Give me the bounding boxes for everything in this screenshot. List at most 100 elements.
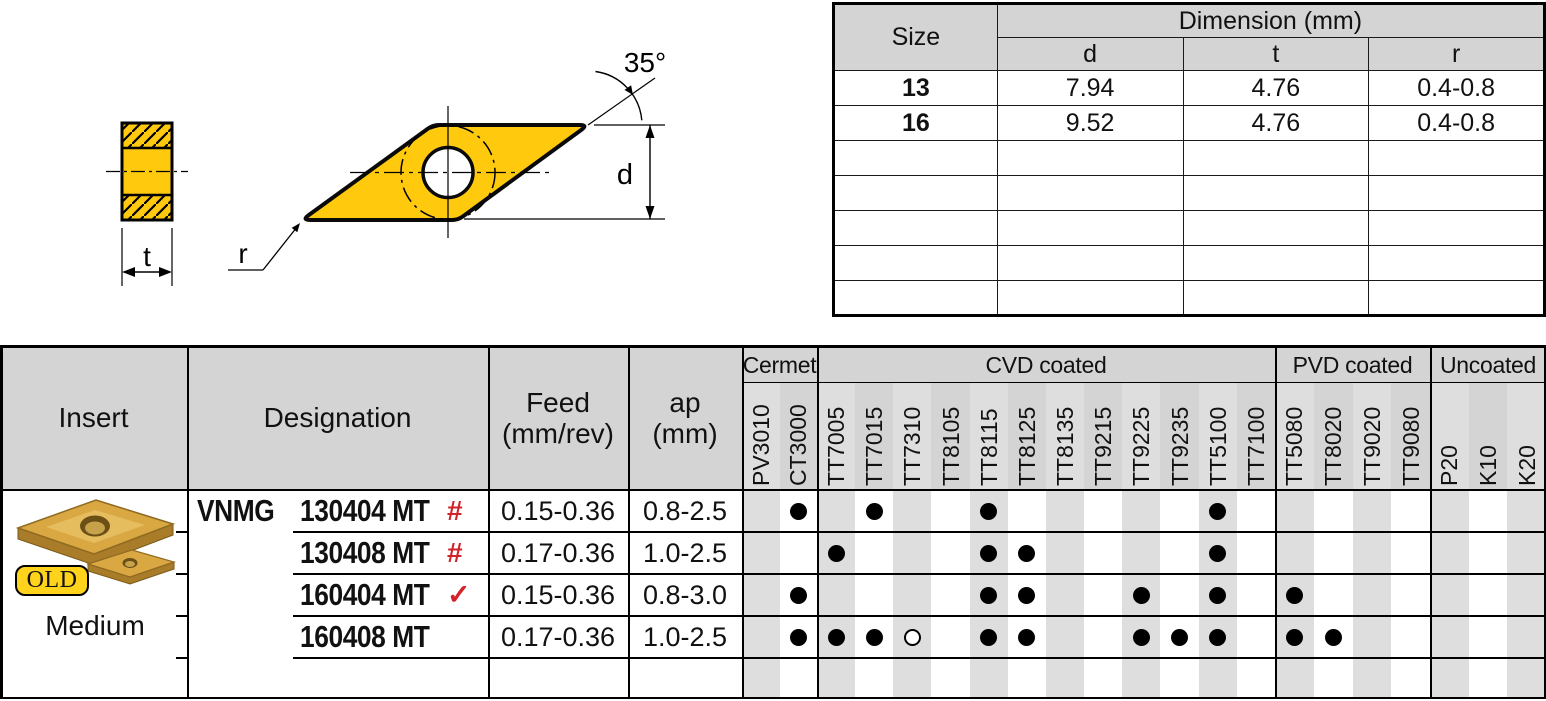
table-line <box>187 345 189 699</box>
table-line <box>176 657 189 659</box>
grade-label: P20 <box>1436 445 1463 486</box>
grade-dot <box>1018 544 1036 562</box>
grade-dot <box>980 502 998 520</box>
designation-marker: ✓ <box>447 579 471 610</box>
grade-dot <box>1132 586 1150 604</box>
grade-label: TT7005 <box>823 406 850 486</box>
col-header-r: r <box>1368 37 1545 71</box>
grade-dot-open <box>903 628 921 646</box>
series-prefix: VNMG <box>197 493 275 528</box>
ap-column-header: ap (mm) <box>652 387 718 449</box>
designation-column-header: Designation <box>263 402 412 433</box>
grade-dot <box>789 628 807 646</box>
table-line <box>742 381 1546 383</box>
table-line <box>1430 345 1432 699</box>
table-line <box>817 345 819 699</box>
designation-marker: # <box>447 495 463 526</box>
grade-dot <box>1209 502 1227 520</box>
grade-label: TT8115 <box>975 408 1002 486</box>
grade-group-header: CVD coated <box>985 352 1107 378</box>
angle-label: 35° <box>624 47 666 78</box>
col-header-d: d <box>996 37 1184 71</box>
grade-label: PV3010 <box>747 404 774 486</box>
grade-column-stripe <box>1430 383 1469 697</box>
table-line <box>742 345 744 699</box>
grade-group-header: Uncoated <box>1439 352 1537 378</box>
feed-value: 0.15-0.36 <box>500 496 616 526</box>
feed-column-header: Feed (mm/rev) <box>502 387 614 449</box>
grade-dot <box>1132 628 1150 646</box>
designation-cell: 130408 MT <box>300 535 430 570</box>
thickness-dim-label: t <box>143 241 151 272</box>
grade-dot <box>1324 628 1342 646</box>
top-view: d 35° r <box>228 47 666 271</box>
grade-dot <box>865 502 883 520</box>
table-line <box>293 657 1546 659</box>
table-line <box>0 345 3 699</box>
dimension-empty-row <box>833 210 1545 246</box>
grade-label: TT5080 <box>1281 406 1308 486</box>
grade-dot <box>980 544 998 562</box>
grade-label: TT9225 <box>1128 406 1155 486</box>
grade-dot <box>1018 628 1036 646</box>
radius-dim-label: r <box>238 238 247 269</box>
feed-value: 0.17-0.36 <box>500 622 616 652</box>
grade-column-stripe <box>1352 383 1392 697</box>
insert-type-label: Medium <box>45 610 145 641</box>
grade-label: TT7015 <box>861 406 888 486</box>
grade-dot <box>1209 628 1227 646</box>
dimension-empty-row <box>833 280 1545 316</box>
grade-label: TT9215 <box>1090 406 1117 486</box>
dimension-group-header: Dimension (mm) <box>996 3 1546 38</box>
designation-cell: 160404 MT <box>300 577 430 612</box>
grade-column-stripe <box>1046 383 1085 697</box>
grade-label: TT8020 <box>1320 406 1347 486</box>
grade-column-stripe <box>742 383 780 697</box>
grade-dot <box>1285 586 1303 604</box>
grade-dot <box>1209 586 1227 604</box>
grade-dot <box>865 628 883 646</box>
table-line <box>0 696 1546 699</box>
grade-dot <box>789 502 807 520</box>
insert-technical-drawing: t d 35° r <box>106 47 666 286</box>
table-line <box>293 531 1546 533</box>
ap-value: 1.0-2.5 <box>642 622 728 652</box>
dimension-row: 13 7.94 4.76 0.4-0.8 <box>833 70 1545 106</box>
dimension-table: Size Dimension (mm) d t r 13 7.94 4.76 0.4-… <box>832 2 1546 317</box>
feed-value: 0.15-0.36 <box>500 580 616 610</box>
grade-column-stripe <box>1507 383 1546 697</box>
table-line <box>0 345 1546 348</box>
grade-label: TT8125 <box>1013 406 1040 486</box>
designation-cell: 160408 MT <box>300 619 430 654</box>
feed-value: 0.17-0.36 <box>500 538 616 568</box>
grade-label: TT8135 <box>1052 406 1079 486</box>
grade-dot <box>1209 544 1227 562</box>
designation-cell: 130404 MT <box>300 493 430 528</box>
designation-marker: # <box>447 537 463 568</box>
grade-label: TT9235 <box>1166 406 1193 486</box>
insert-column-header: Insert <box>58 402 129 433</box>
side-view: t <box>106 121 188 286</box>
grade-group-header: PVD coated <box>1292 352 1413 378</box>
grade-dot <box>980 628 998 646</box>
grade-group-header: Cermet <box>742 352 817 378</box>
table-line <box>293 615 1546 617</box>
dimension-row: 16 9.52 4.76 0.4-0.8 <box>833 105 1545 141</box>
table-line <box>176 573 189 575</box>
grade-label: TT8105 <box>937 406 964 486</box>
table-line <box>176 615 189 617</box>
insert-photo <box>15 499 177 585</box>
grade-label: K10 <box>1475 445 1501 486</box>
table-line <box>1275 345 1277 699</box>
ap-value: 0.8-2.5 <box>642 496 728 526</box>
grade-label: TT5100 <box>1204 406 1231 486</box>
table-line <box>628 345 630 699</box>
ap-value: 0.8-3.0 <box>642 580 728 610</box>
table-line <box>176 531 189 533</box>
grade-dot <box>827 628 845 646</box>
grade-dot <box>1018 586 1036 604</box>
table-line <box>293 573 1546 575</box>
grade-label: TT7310 <box>899 406 926 486</box>
